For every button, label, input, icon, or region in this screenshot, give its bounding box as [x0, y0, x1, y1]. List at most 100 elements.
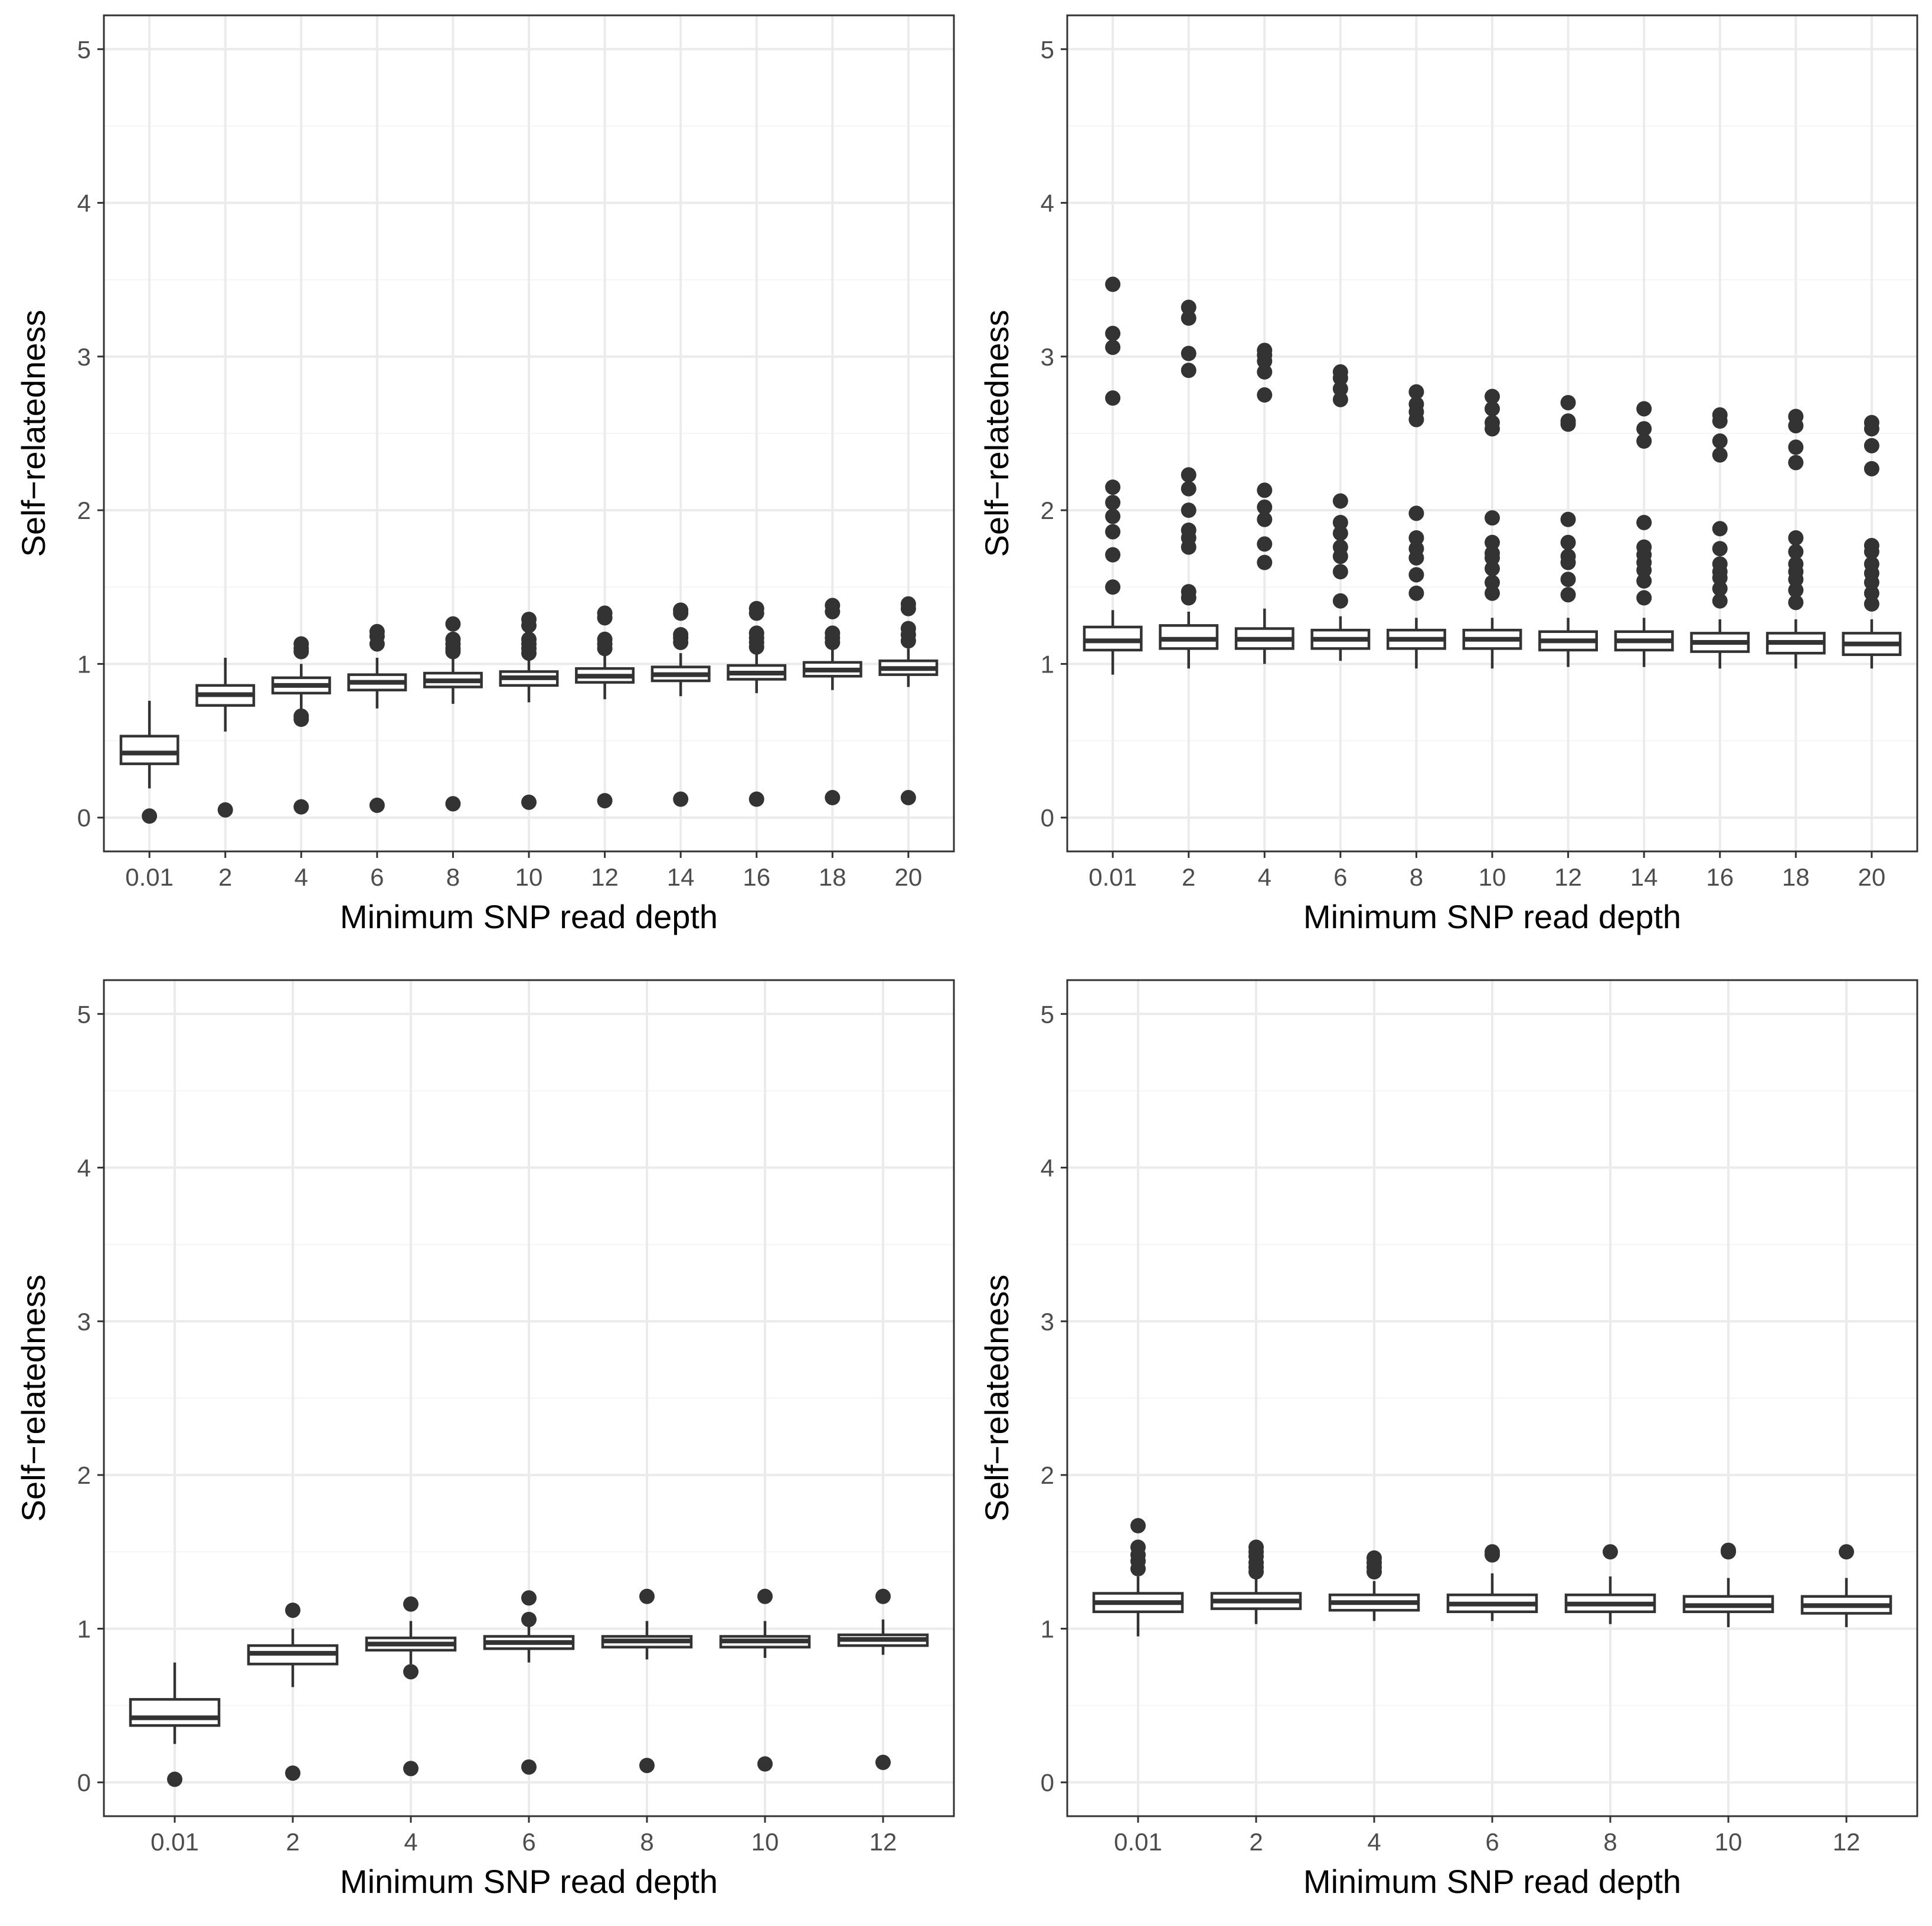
outlier-point: [673, 791, 689, 807]
outlier-point: [521, 611, 537, 627]
y-tick-label: 4: [77, 1154, 91, 1182]
outlier-point: [1105, 276, 1121, 292]
outlier-point: [293, 708, 309, 724]
outlier-point: [639, 1588, 655, 1604]
outlier-point: [1408, 541, 1424, 557]
boxplot-2: [1210, 1539, 1302, 1624]
outlier-point: [1864, 556, 1879, 572]
boxplot-10: [1462, 389, 1522, 669]
outlier-point: [900, 596, 916, 612]
y-tick-label: 1: [1041, 1615, 1054, 1643]
boxplot-8: [601, 1588, 693, 1774]
y-tick-label: 1: [77, 1615, 91, 1643]
outlier-point: [1105, 547, 1121, 563]
outlier-point: [1332, 514, 1348, 530]
x-tick-label: 6: [1333, 863, 1347, 891]
outlier-point: [748, 791, 764, 807]
outlier-point: [1560, 394, 1576, 410]
outlier-point: [748, 600, 764, 616]
x-tick-label: 0.01: [1114, 1828, 1162, 1856]
outlier-point: [1257, 554, 1273, 570]
outlier-point: [1408, 530, 1424, 546]
boxplot-8: [423, 616, 483, 812]
outlier-point: [825, 598, 841, 613]
outlier-point: [1257, 482, 1273, 498]
x-tick-label: 2: [218, 863, 232, 891]
x-tick-label: 14: [667, 863, 695, 891]
x-tick-label: 2: [1182, 863, 1195, 891]
outlier-point: [1712, 407, 1728, 423]
y-tick-label: 3: [1041, 1308, 1054, 1336]
outlier-point: [597, 793, 613, 809]
outlier-point: [1636, 590, 1652, 606]
boxplot-8: [1386, 384, 1446, 669]
outlier-point: [1485, 414, 1500, 430]
outlier-point: [1408, 585, 1424, 601]
x-tick-label: 20: [894, 863, 922, 891]
outlier-point: [1560, 572, 1576, 587]
boxplot-14: [650, 602, 711, 807]
y-tick-label: 4: [1041, 190, 1054, 217]
outlier-point: [1257, 499, 1273, 515]
boxplot-18: [1766, 409, 1826, 669]
x-tick-label: 0.01: [125, 863, 174, 891]
outlier-point: [1181, 310, 1197, 326]
x-tick-label: 4: [1367, 1828, 1381, 1856]
outlier-point: [1636, 421, 1652, 437]
outlier-point: [521, 794, 537, 810]
outlier-point: [1181, 345, 1197, 361]
outlier-point: [1712, 433, 1728, 449]
outlier-point: [1257, 342, 1273, 358]
y-tick-label: 4: [1041, 1154, 1054, 1182]
x-tick-label: 4: [404, 1828, 417, 1856]
boxplot-0.01: [129, 1662, 221, 1787]
x-tick-label: 2: [1249, 1828, 1263, 1856]
y-tick-label: 4: [77, 190, 91, 217]
outlier-point: [403, 1596, 419, 1612]
outlier-point: [1332, 381, 1348, 397]
outlier-point: [1248, 1539, 1264, 1555]
outlier-point: [1105, 524, 1121, 540]
outlier-point: [1181, 522, 1197, 538]
outlier-point: [1367, 1550, 1382, 1566]
boxplot-6: [1310, 364, 1371, 661]
boxplot-10: [499, 611, 559, 810]
outlier-point: [1105, 479, 1121, 495]
outlier-point: [1712, 580, 1728, 596]
outlier-point: [217, 802, 233, 818]
x-tick-label: 10: [515, 863, 543, 891]
outlier-point: [900, 621, 916, 636]
outlier-point: [1560, 587, 1576, 603]
x-tick-label: 14: [1630, 863, 1658, 891]
outlier-point: [1130, 1539, 1146, 1555]
outlier-point: [757, 1756, 773, 1772]
x-tick-label: 4: [295, 863, 308, 891]
y-tick-label: 1: [1041, 650, 1054, 678]
outlier-point: [1712, 541, 1728, 557]
y-tick-label: 1: [77, 650, 91, 678]
outlier-point: [1721, 1542, 1736, 1558]
outlier-point: [1257, 511, 1273, 527]
outlier-point: [1864, 414, 1879, 430]
outlier-point: [597, 605, 613, 621]
outlier-point: [1485, 574, 1500, 590]
outlier-point: [1485, 534, 1500, 550]
outlier-point: [285, 1602, 300, 1618]
outlier-point: [875, 1588, 891, 1604]
x-axis-title: Minimum SNP read depth: [1303, 1863, 1681, 1900]
boxplot-6: [347, 623, 407, 813]
x-tick-label: 0.01: [151, 1828, 199, 1856]
outlier-point: [293, 636, 309, 652]
boxplot-4: [1234, 342, 1294, 664]
outlier-point: [1485, 561, 1500, 577]
x-axis-title: Minimum SNP read depth: [340, 1863, 718, 1900]
outlier-point: [285, 1765, 300, 1781]
outlier-point: [445, 616, 461, 632]
boxplot-8: [1564, 1544, 1656, 1624]
outlier-point: [1712, 593, 1728, 609]
y-tick-label: 0: [77, 804, 91, 832]
y-tick-label: 5: [1041, 35, 1054, 63]
outlier-point: [673, 626, 689, 642]
y-tick-label: 3: [77, 1308, 91, 1336]
